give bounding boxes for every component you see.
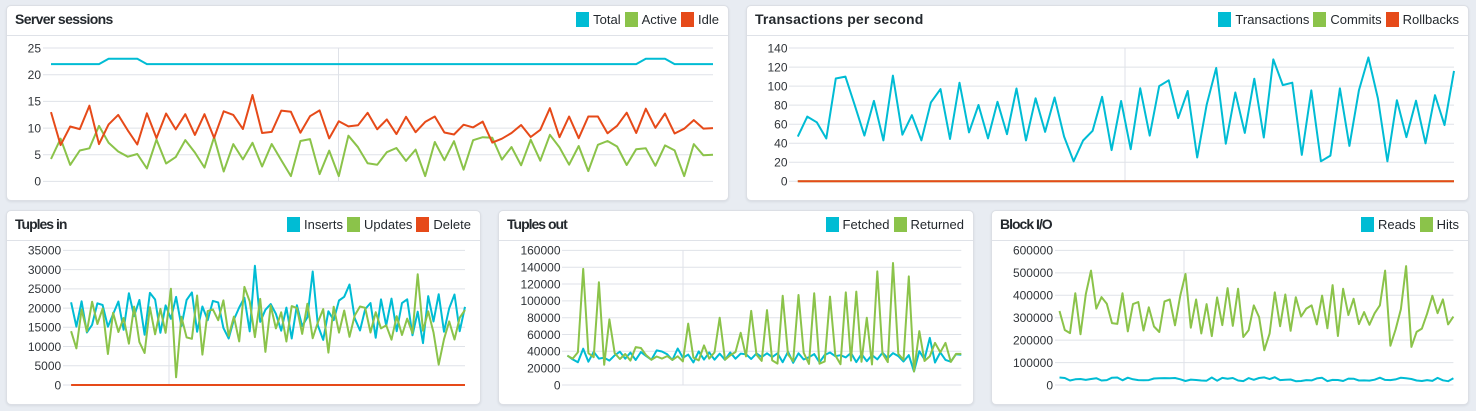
svg-text:0: 0 <box>34 175 41 189</box>
svg-text:200000: 200000 <box>1013 333 1053 347</box>
svg-text:300000: 300000 <box>1013 311 1053 325</box>
svg-text:10000: 10000 <box>28 340 62 354</box>
svg-text:5: 5 <box>34 148 41 162</box>
svg-text:0: 0 <box>781 175 788 189</box>
svg-text:20: 20 <box>28 68 42 82</box>
svg-text:40: 40 <box>774 137 788 151</box>
svg-text:500000: 500000 <box>1013 266 1053 280</box>
svg-text:60000: 60000 <box>527 328 561 342</box>
svg-text:0: 0 <box>1046 378 1053 392</box>
svg-text:400000: 400000 <box>1013 289 1053 303</box>
svg-text:600000: 600000 <box>1013 244 1053 258</box>
svg-text:140: 140 <box>767 41 787 55</box>
svg-text:0: 0 <box>55 378 62 392</box>
svg-text:100000: 100000 <box>520 294 560 308</box>
svg-text:25: 25 <box>28 41 42 55</box>
svg-text:35000: 35000 <box>28 244 62 258</box>
svg-text:5000: 5000 <box>34 359 61 373</box>
svg-text:30000: 30000 <box>28 263 62 277</box>
svg-text:15: 15 <box>28 95 42 109</box>
svg-text:120000: 120000 <box>520 277 560 291</box>
svg-text:80000: 80000 <box>527 311 561 325</box>
svg-text:15000: 15000 <box>28 321 62 335</box>
svg-text:100000: 100000 <box>1013 356 1053 370</box>
svg-text:80: 80 <box>774 98 788 112</box>
svg-text:25000: 25000 <box>28 282 62 296</box>
svg-text:120: 120 <box>767 60 787 74</box>
svg-text:0: 0 <box>554 378 561 392</box>
svg-text:20000: 20000 <box>28 301 62 315</box>
svg-text:10: 10 <box>28 121 42 135</box>
svg-text:100: 100 <box>767 79 787 93</box>
svg-text:20: 20 <box>774 156 788 170</box>
svg-text:160000: 160000 <box>520 244 560 258</box>
svg-text:60: 60 <box>774 118 788 132</box>
svg-text:40000: 40000 <box>527 345 561 359</box>
svg-text:20000: 20000 <box>527 362 561 376</box>
svg-text:140000: 140000 <box>520 261 560 275</box>
